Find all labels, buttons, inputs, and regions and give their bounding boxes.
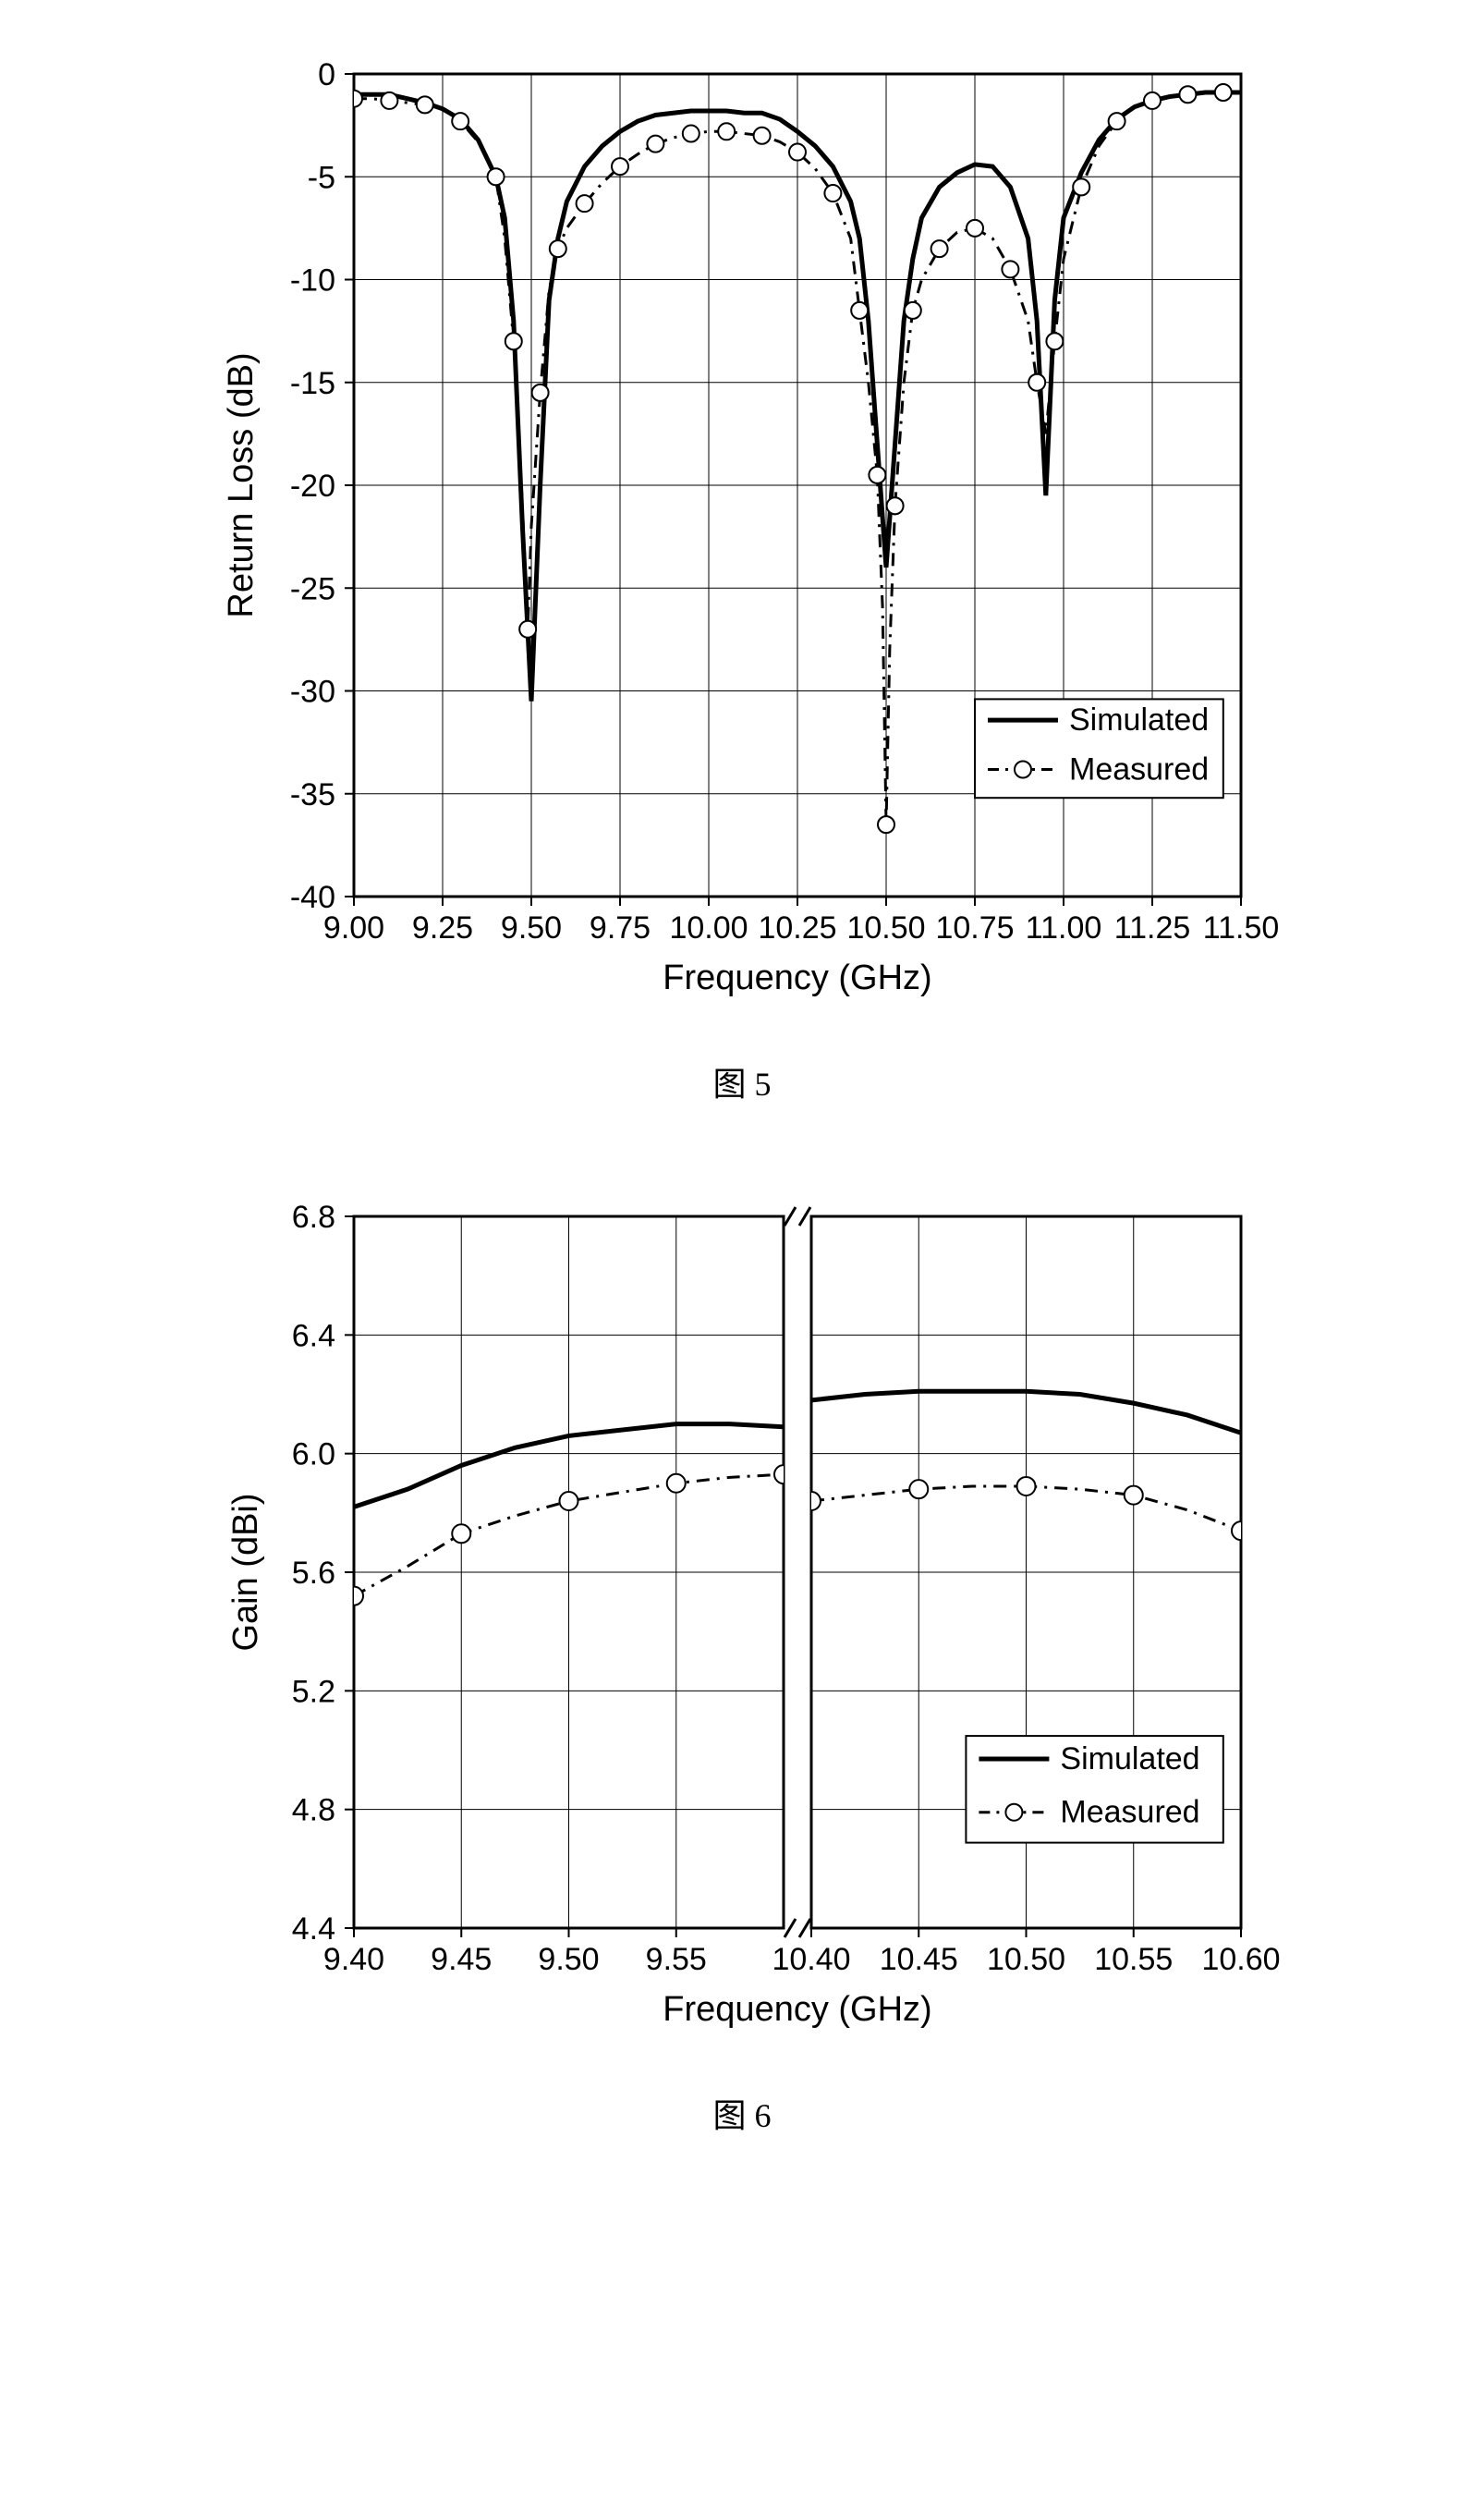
svg-text:-25: -25 — [290, 571, 335, 606]
svg-text:10.50: 10.50 — [846, 910, 925, 946]
svg-text:10.45: 10.45 — [880, 1942, 958, 1977]
svg-text:-20: -20 — [290, 469, 335, 504]
svg-text:6.8: 6.8 — [292, 1200, 335, 1235]
svg-text:-15: -15 — [290, 366, 335, 401]
svg-text:5.6: 5.6 — [292, 1556, 335, 1591]
svg-text:Measured: Measured — [1069, 752, 1209, 787]
svg-text:9.00: 9.00 — [323, 910, 384, 946]
svg-text:Gain (dBi): Gain (dBi) — [226, 1493, 265, 1651]
svg-text:6.4: 6.4 — [292, 1318, 335, 1353]
svg-text:10.25: 10.25 — [758, 910, 836, 946]
svg-text:5.2: 5.2 — [292, 1674, 335, 1709]
svg-text:10.55: 10.55 — [1094, 1942, 1173, 1977]
svg-text:Frequency (GHz): Frequency (GHz) — [663, 1990, 931, 2029]
svg-text:10.00: 10.00 — [669, 910, 748, 946]
svg-text:-35: -35 — [290, 777, 335, 812]
svg-text:Simulated: Simulated — [1069, 702, 1209, 738]
svg-text:6.0: 6.0 — [292, 1437, 335, 1472]
svg-text:-5: -5 — [308, 160, 335, 195]
svg-text:0: 0 — [318, 57, 335, 92]
svg-text:11.25: 11.25 — [1114, 910, 1191, 946]
svg-text:Return Loss (dB): Return Loss (dB) — [222, 352, 261, 617]
figure-6-block: 9.40 9.45 9.50 9.55 10.40 10.45 10.50 10.55 10.6… — [188, 1179, 1296, 2137]
svg-text:Measured: Measured — [1060, 1795, 1199, 1830]
svg-text:4.8: 4.8 — [292, 1793, 335, 1828]
svg-text:Frequency (GHz): Frequency (GHz) — [663, 958, 931, 997]
svg-text:-40: -40 — [290, 880, 335, 915]
figure-5-block: 9.00 9.25 9.50 9.75 10.00 10.25 10.50 10.75 11.0… — [188, 37, 1296, 1105]
figure-6-caption: 图 6 — [712, 2089, 771, 2137]
svg-text:-10: -10 — [290, 263, 335, 299]
svg-text:9.25: 9.25 — [412, 910, 473, 946]
svg-text:9.55: 9.55 — [646, 1942, 707, 1977]
figure-5-caption: 图 5 — [712, 1057, 771, 1105]
svg-text:10.60: 10.60 — [1201, 1942, 1280, 1977]
svg-text:9.45: 9.45 — [431, 1942, 492, 1977]
svg-text:10.75: 10.75 — [935, 910, 1014, 946]
svg-text:4.4: 4.4 — [292, 1911, 335, 1947]
figure-5-chart: 9.00 9.25 9.50 9.75 10.00 10.25 10.50 10.75 11.0… — [188, 37, 1296, 1035]
svg-text:11.50: 11.50 — [1203, 910, 1280, 946]
svg-text:9.75: 9.75 — [590, 910, 651, 946]
svg-text:10.50: 10.50 — [987, 1942, 1065, 1977]
svg-text:-30: -30 — [290, 675, 335, 710]
svg-text:10.40: 10.40 — [772, 1942, 850, 1977]
figure-6-chart: 9.40 9.45 9.50 9.55 10.40 10.45 10.50 10.55 10.6… — [188, 1179, 1296, 2067]
svg-text:11.00: 11.00 — [1026, 910, 1102, 946]
svg-text:9.50: 9.50 — [501, 910, 562, 946]
svg-text:9.50: 9.50 — [538, 1942, 599, 1977]
svg-text:Simulated: Simulated — [1060, 1741, 1199, 1776]
svg-text:9.40: 9.40 — [323, 1942, 384, 1977]
